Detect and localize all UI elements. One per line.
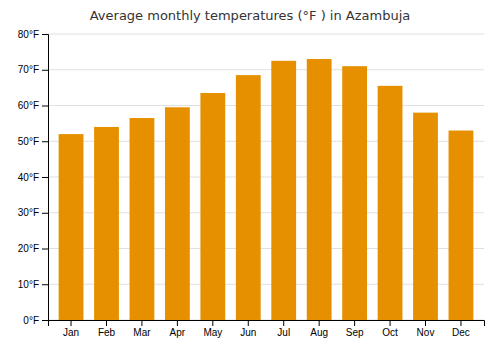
bar — [271, 61, 296, 320]
y-tick-label: 80°F — [18, 29, 39, 40]
y-tick: 40°F — [18, 172, 48, 183]
x-tick: Feb — [98, 320, 116, 338]
x-tick-mark — [106, 320, 107, 326]
x-tick: Jul — [277, 320, 290, 338]
x-tick: Oct — [382, 320, 398, 338]
x-tick: Jan — [63, 320, 79, 338]
x-axis: Jan Feb Mar Apr May Jun Jul Aug Sep Oct Nov Dec — [49, 320, 485, 338]
y-tick-mark — [42, 70, 48, 71]
x-tick-label: Nov — [417, 327, 435, 338]
y-tick-label: 10°F — [18, 279, 39, 290]
y-tick-label: 30°F — [18, 207, 39, 218]
y-tick-mark — [42, 320, 48, 321]
x-tick: Jun — [240, 320, 256, 338]
title: Average monthly temperatures (°F ) in Az… — [90, 8, 411, 23]
plot: Jan Feb Mar Apr May Jun Jul Aug Sep Oct Nov Dec 0°F 1… — [18, 29, 485, 338]
y-tick: 20°F — [18, 243, 48, 254]
x-tick: Aug — [310, 320, 328, 338]
y-tick: 0°F — [23, 315, 48, 326]
x-tick: Nov — [417, 320, 435, 338]
x-tick: May — [203, 320, 222, 338]
bar — [342, 66, 367, 320]
x-tick-label: Sep — [346, 327, 364, 338]
bar — [94, 127, 119, 320]
y-tick-label: 0°F — [23, 315, 39, 326]
bar — [165, 107, 190, 320]
x-tick-label: Aug — [310, 327, 328, 338]
chart: Average monthly temperatures (°F ) in Az… — [0, 0, 500, 350]
y-tick-label: 50°F — [18, 136, 39, 147]
bar — [236, 75, 261, 320]
x-tick-mark — [390, 320, 391, 326]
x-tick-mark — [177, 320, 178, 326]
bar — [378, 86, 403, 320]
bar — [307, 59, 332, 320]
x-tick-mark — [460, 320, 461, 326]
x-tick-mark — [425, 320, 426, 326]
y-tick-mark — [42, 141, 48, 142]
x-tick-label: May — [203, 327, 222, 338]
bar — [413, 113, 438, 320]
bar — [200, 93, 225, 320]
grid-line — [48, 34, 484, 35]
x-tick: Sep — [346, 320, 364, 338]
y-tick-mark — [42, 284, 48, 285]
y-tick-mark — [42, 249, 48, 250]
y-tick: 70°F — [18, 64, 48, 75]
grid — [48, 34, 484, 320]
bars — [59, 59, 474, 320]
y-tick-mark — [42, 213, 48, 214]
x-tick-label: Apr — [170, 327, 186, 338]
bar — [449, 131, 474, 320]
x-tick-label: Feb — [98, 327, 116, 338]
x-tick-label: Jun — [240, 327, 256, 338]
x-tick: Apr — [170, 320, 186, 338]
y-tick-mark — [42, 106, 48, 107]
x-tick-label: Oct — [382, 327, 398, 338]
bar — [59, 134, 84, 320]
y-axis-line — [42, 35, 49, 321]
y-tick: 10°F — [18, 279, 48, 290]
y-tick-mark — [42, 34, 48, 35]
x-tick-mark — [248, 320, 249, 326]
x-tick: Mar — [133, 320, 151, 338]
y-axis: 0°F 10°F 20°F 30°F 40°F 50°F 60°F 70°F 80°F — [18, 29, 49, 326]
x-tick-label: Dec — [452, 327, 470, 338]
y-tick-label: 40°F — [18, 172, 39, 183]
y-tick-label: 20°F — [18, 243, 39, 254]
x-tick-mark — [71, 320, 72, 326]
y-tick: 30°F — [18, 207, 48, 218]
y-tick: 50°F — [18, 136, 48, 147]
y-tick-label: 70°F — [18, 64, 39, 75]
x-axis-line — [49, 321, 485, 327]
x-tick-mark — [141, 320, 142, 326]
y-tick: 60°F — [18, 100, 48, 111]
y-tick-label: 60°F — [18, 100, 39, 111]
x-tick-mark — [283, 320, 284, 326]
x-tick-mark — [354, 320, 355, 326]
x-tick-label: Mar — [133, 327, 151, 338]
x-tick-label: Jul — [277, 327, 290, 338]
bar — [130, 118, 155, 320]
y-tick-mark — [42, 177, 48, 178]
x-tick-label: Jan — [63, 327, 79, 338]
x-tick-mark — [319, 320, 320, 326]
x-tick-mark — [212, 320, 213, 326]
grid-line — [48, 69, 484, 70]
x-tick: Dec — [452, 320, 470, 338]
grid-line — [48, 105, 484, 106]
y-tick: 80°F — [18, 29, 48, 40]
